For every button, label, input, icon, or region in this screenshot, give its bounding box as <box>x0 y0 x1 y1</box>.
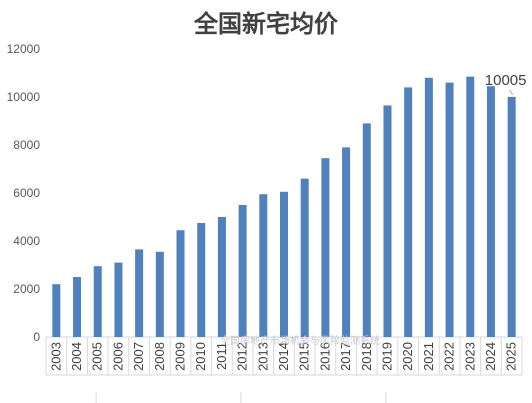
x-tick-label: 2019 <box>379 342 394 371</box>
bar <box>404 87 413 338</box>
bar <box>217 217 226 337</box>
bar <box>300 178 309 337</box>
x-tick-label: 2012 <box>235 342 250 371</box>
bar <box>52 284 61 337</box>
y-tick-label: 8000 <box>13 138 40 152</box>
x-tick-label: 2011 <box>214 342 229 370</box>
x-tick-label: 2010 <box>193 342 208 371</box>
x-tick-label: 2005 <box>90 342 105 371</box>
bar <box>486 86 495 337</box>
x-tick-label: 2003 <box>48 342 63 371</box>
bar <box>135 249 144 337</box>
data-label: 10005 <box>485 72 527 89</box>
x-tick-label: 2023 <box>462 342 477 371</box>
x-tick-label: 2020 <box>400 342 415 371</box>
y-tick-label: 12000 <box>7 42 41 56</box>
x-tick-label: 2018 <box>359 342 374 371</box>
bar <box>73 277 82 337</box>
bar <box>383 105 392 338</box>
bar <box>507 96 516 337</box>
bar <box>155 251 164 337</box>
bar <box>321 158 330 337</box>
bar <box>342 147 351 337</box>
bar <box>238 205 247 337</box>
bar <box>114 262 123 337</box>
x-tick-label: 2024 <box>483 342 498 371</box>
y-tick-label: 6000 <box>13 186 40 200</box>
bar <box>280 191 288 337</box>
x-tick-label: 2006 <box>110 342 125 371</box>
x-tick-label: 2021 <box>421 342 436 371</box>
bar <box>176 230 185 337</box>
x-tick-label: 2022 <box>442 342 457 371</box>
x-tick-label: 2013 <box>255 342 270 371</box>
bar <box>424 77 433 338</box>
bar <box>466 76 475 337</box>
y-tick-label: 2000 <box>13 282 40 296</box>
data-label-leader <box>509 89 514 96</box>
x-tick-label: 2016 <box>317 342 332 371</box>
bar <box>197 223 206 337</box>
x-tick-label: 2007 <box>131 342 146 371</box>
y-tick-label: 0 <box>33 330 40 344</box>
x-tick-label: 2008 <box>152 342 167 371</box>
x-tick-label: 2015 <box>297 342 312 371</box>
x-tick-label: 2014 <box>276 342 291 371</box>
watermark-text: 全国房地产市场机会与风险监测系统 <box>220 334 380 347</box>
bar <box>259 194 268 337</box>
x-tick-label: 2009 <box>173 342 188 371</box>
bar <box>362 123 371 338</box>
chart-title: 全国新宅均价 <box>194 10 338 38</box>
bar <box>93 266 102 337</box>
x-tick-label: 2025 <box>504 342 519 371</box>
bar <box>445 82 454 337</box>
x-tick-label: 2004 <box>69 342 84 371</box>
x-tick-label: 2017 <box>338 342 353 371</box>
y-tick-label: 4000 <box>13 234 40 248</box>
y-tick-label: 10000 <box>7 90 41 104</box>
